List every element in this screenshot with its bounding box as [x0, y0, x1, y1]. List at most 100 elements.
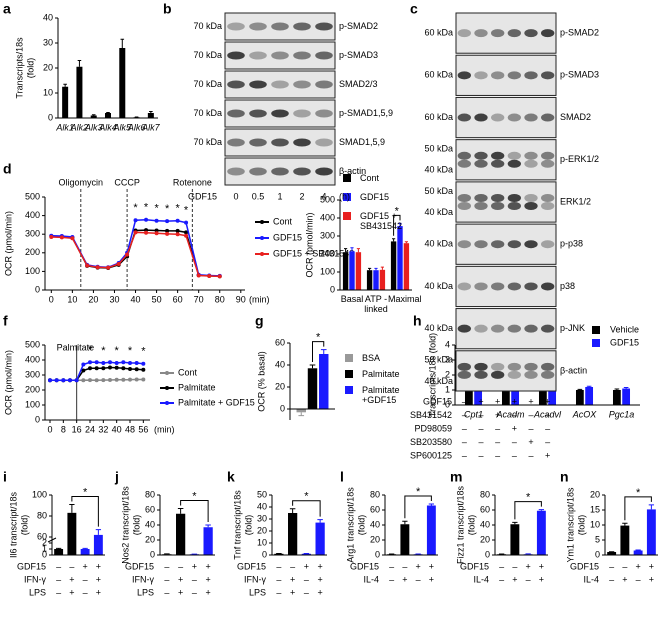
panel-label: a	[3, 1, 11, 17]
kda-marker: 70 kDa	[193, 108, 222, 118]
band-label: p-SMAD3	[560, 70, 599, 80]
data-point	[125, 252, 130, 257]
y-tick-label: 10	[43, 87, 53, 97]
blot-band	[249, 80, 267, 89]
blot-band	[227, 138, 245, 147]
blot-strip	[455, 308, 557, 350]
data-point	[141, 377, 146, 382]
blot-strip	[455, 12, 557, 54]
y-tick-label: 0	[48, 112, 53, 122]
blot-band	[474, 71, 488, 80]
blot-band	[227, 80, 245, 89]
blot-band	[249, 138, 267, 147]
blot-band	[271, 51, 289, 60]
blot-band	[507, 240, 521, 249]
blot-band	[541, 362, 555, 371]
significance-star: *	[154, 203, 159, 215]
data-point	[116, 261, 121, 266]
condition-sign: +	[205, 561, 210, 571]
condition-sign: –	[402, 561, 407, 571]
data-point	[128, 361, 132, 365]
condition-sign: –	[499, 561, 504, 571]
data-point	[184, 233, 189, 238]
blot-strip	[455, 181, 557, 223]
error-bar	[614, 388, 620, 390]
bar	[510, 524, 520, 555]
data-point	[114, 377, 119, 382]
blot-band	[507, 362, 521, 371]
error-bar	[55, 547, 62, 549]
x-tick-label: Basal	[340, 294, 364, 304]
legend-label: GDF15	[273, 232, 302, 242]
y-axis-label: Ym1 transcript/18s	[565, 487, 575, 563]
blot-band	[541, 324, 555, 333]
blot-band	[315, 167, 333, 176]
bar	[90, 115, 97, 118]
data-point	[184, 230, 189, 235]
y-tick-label: 80	[480, 489, 490, 499]
data-point	[88, 378, 92, 383]
kda-marker: 40 kDa	[424, 239, 453, 249]
blot-band	[315, 51, 333, 60]
y-tick-label: 30	[257, 513, 267, 523]
kda-marker: 70 kDa	[193, 21, 222, 31]
blot-strip	[455, 139, 557, 181]
blot-band	[227, 109, 245, 118]
blot-band	[293, 80, 311, 89]
y-tick-label: 300	[25, 229, 40, 239]
bar	[307, 368, 318, 409]
significance-star: *	[88, 344, 93, 356]
error-bar	[404, 241, 408, 244]
data-point	[144, 217, 149, 222]
blot-strip	[455, 265, 557, 308]
y-tick-label: 500	[320, 194, 335, 204]
condition-sign: –	[69, 561, 74, 571]
condition-sign: –	[290, 561, 295, 571]
axis-break-mark	[47, 537, 57, 543]
band-label: β-actin	[339, 166, 366, 176]
data-point	[88, 366, 92, 371]
lane-label: 1	[277, 191, 282, 201]
y-tick-label: 40	[145, 519, 155, 529]
legend-swatch	[343, 193, 351, 201]
x-tick-label: 48	[125, 424, 135, 434]
error-bar	[317, 519, 323, 523]
condition-sign: –	[528, 410, 533, 420]
blot-band	[524, 151, 538, 160]
bar	[366, 270, 373, 290]
error-bar	[577, 388, 583, 390]
data-point	[101, 366, 106, 371]
condition-sign: +	[192, 561, 197, 571]
x-tick-label: Alk7	[141, 122, 161, 132]
blot-band	[457, 370, 472, 379]
blot-band	[541, 282, 555, 291]
legend-swatch	[592, 339, 600, 347]
y-tick-label: 5	[595, 534, 600, 544]
condition-sign: –	[545, 437, 550, 447]
condition-sign: –	[512, 450, 517, 460]
blot-band	[457, 324, 472, 333]
error-bar	[350, 247, 354, 252]
legend-swatch	[345, 370, 353, 378]
band-label: p38	[560, 281, 575, 291]
y-axis-label: (fold)	[25, 58, 35, 79]
legend-swatch	[260, 220, 264, 224]
y-tick-label: 4	[445, 339, 450, 349]
legend-swatch	[165, 401, 169, 405]
error-bar	[428, 503, 435, 506]
condition-name: GDF15	[570, 561, 599, 571]
bar	[80, 549, 90, 555]
data-point	[49, 234, 54, 239]
y-tick-label: 60	[37, 531, 47, 541]
condition-sign: +	[649, 574, 654, 584]
condition-sign: +	[96, 561, 101, 571]
band-label: SMAD2	[560, 112, 591, 122]
condition-sign: –	[478, 437, 483, 447]
condition-name: IL-4	[363, 574, 379, 584]
condition-sign: –	[462, 437, 467, 447]
y-axis-label: (fold)	[19, 515, 29, 536]
bar	[536, 510, 546, 555]
legend-swatch	[165, 371, 169, 375]
data-point	[88, 360, 92, 365]
y-tick-label: 100	[25, 399, 40, 409]
